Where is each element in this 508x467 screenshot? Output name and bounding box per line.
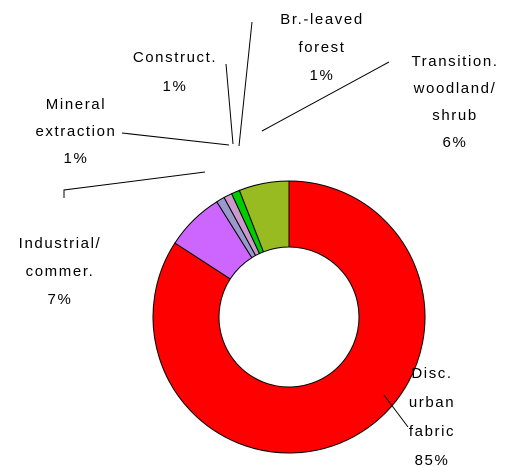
slice-label: Mineral [46, 96, 106, 113]
slice-label: Disc. [411, 365, 452, 382]
leader-line [238, 21, 253, 147]
value-label: 7% [48, 291, 73, 308]
leader-line [63, 171, 206, 198]
leader-line [121, 132, 230, 146]
slice-label: Br.-leaved [280, 11, 364, 28]
slice-label: Industrial/ [19, 235, 102, 252]
slice [238, 180, 290, 253]
slice-label: extraction [35, 123, 116, 140]
slice-label: commer. [26, 263, 95, 280]
slice-label: shrub [432, 107, 478, 124]
leader-line [383, 394, 409, 428]
slice-label: Transition. [411, 53, 498, 70]
value-label: 1% [310, 67, 335, 84]
leader-line [261, 61, 390, 132]
slice [152, 180, 426, 454]
value-label: 6% [443, 134, 468, 151]
slice-label: forest [298, 39, 345, 56]
slice-label: woodland/ [413, 80, 497, 97]
value-label: 1% [163, 78, 188, 95]
slice-label: urban [409, 394, 455, 411]
slice-label: Construct. [133, 49, 217, 66]
value-label: 1% [64, 150, 89, 167]
value-label: 85% [415, 452, 450, 467]
leader-line [225, 63, 234, 145]
slice-label: fabric [409, 423, 455, 440]
